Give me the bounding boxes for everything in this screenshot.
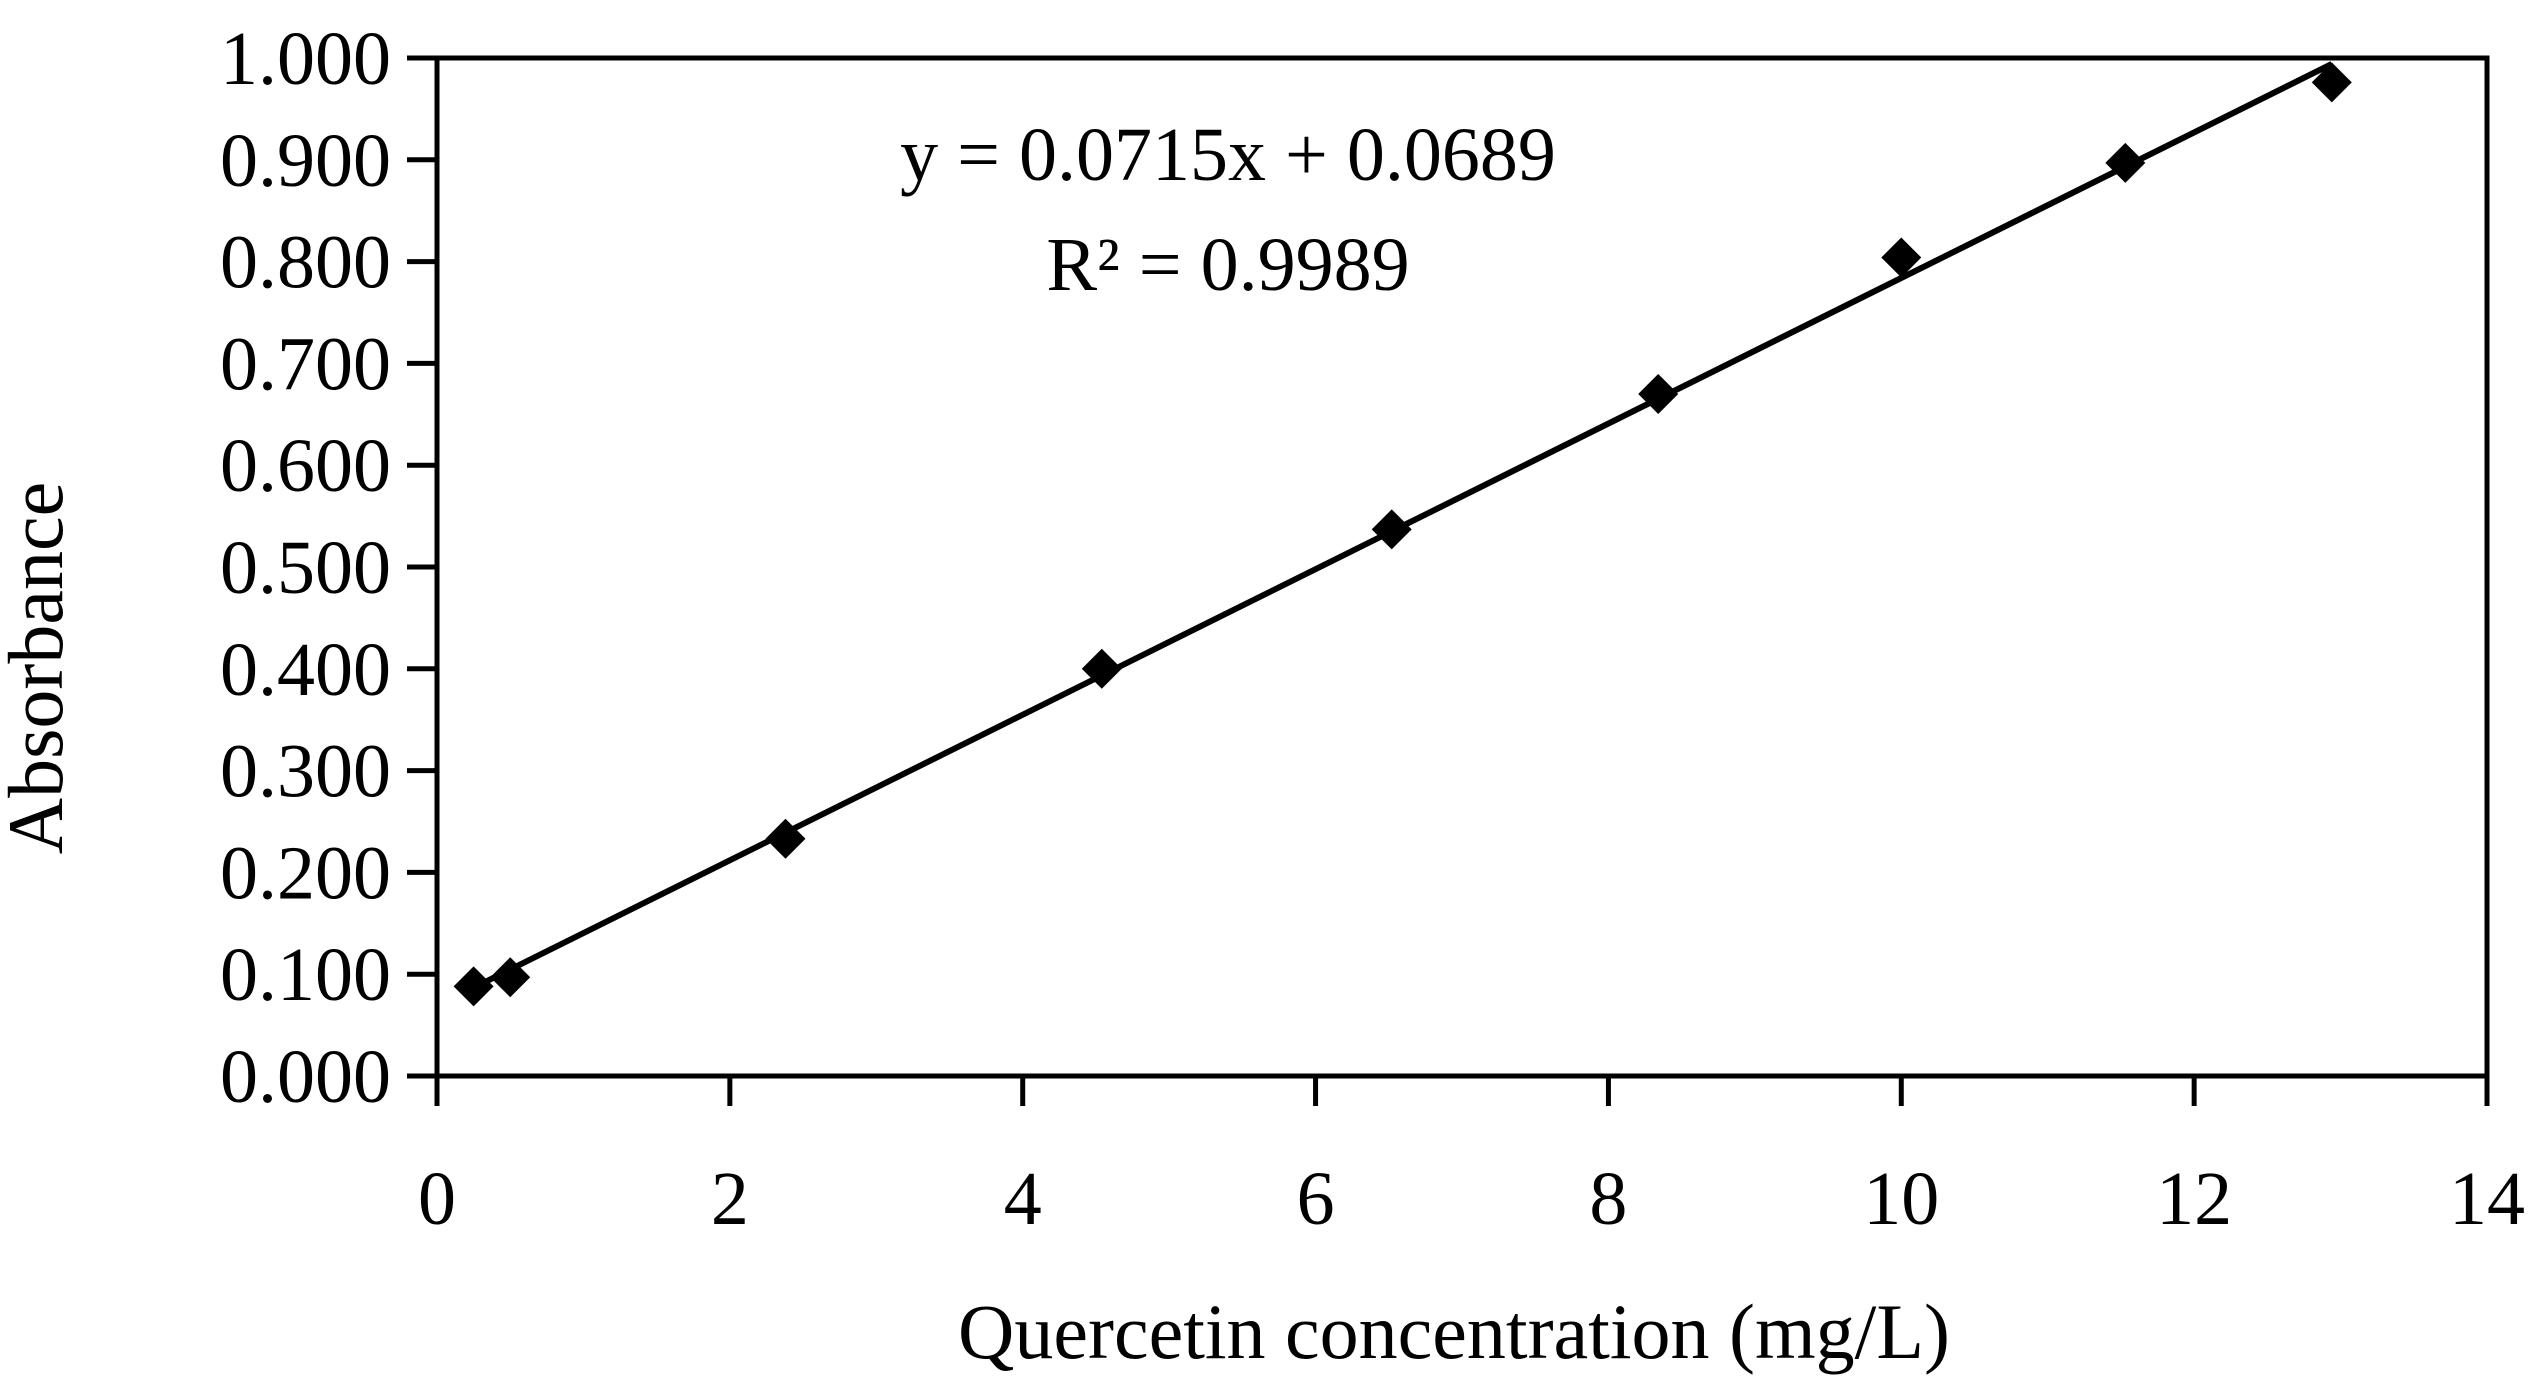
x-axis-title: Quercetin concentration (mg/L): [958, 1288, 1950, 1375]
data-point: [1081, 648, 1122, 689]
data-point: [490, 957, 531, 998]
y-tick-label: 0.500: [220, 526, 391, 610]
x-tick-label: 6: [1297, 1157, 1335, 1241]
x-tick-label: 0: [418, 1157, 456, 1241]
x-tick-label: 12: [2156, 1157, 2232, 1241]
x-tick-label: 4: [1004, 1157, 1042, 1241]
y-tick-label: 0.900: [220, 119, 391, 203]
x-tick-label: 2: [711, 1157, 749, 1241]
y-tick-label: 0.600: [220, 424, 391, 508]
x-tick-label: 10: [1863, 1157, 1939, 1241]
y-axis-title-group: Absorbance: [0, 482, 79, 855]
x-tick-label: 8: [1589, 1157, 1627, 1241]
plot-border: [434, 55, 2490, 1079]
data-point: [2105, 142, 2146, 183]
x-tick-label: 14: [2449, 1157, 2525, 1241]
y-tick-label: 0.800: [220, 221, 391, 305]
y-tick-label: 0.200: [220, 831, 391, 915]
data-point: [2311, 62, 2352, 103]
y-tick-label: 0.300: [220, 730, 391, 814]
data-point: [1638, 373, 1679, 414]
data-point: [1881, 237, 1922, 278]
r-squared-label: R² = 0.9989: [1046, 223, 1409, 307]
y-tick-label: 0.100: [220, 933, 391, 1017]
data-point: [453, 966, 494, 1007]
y-tick-label: 0.000: [220, 1035, 391, 1119]
y-tick-label: 0.400: [220, 628, 391, 712]
plot-area: 0.000 0.100 0.200 0.300 0.400 0.500 0.600 0.700…: [220, 17, 2525, 1241]
data-point: [765, 818, 806, 859]
y-tick-label: 1.000: [220, 17, 391, 101]
data-point: [1371, 509, 1412, 550]
y-tick-label: 0.700: [220, 322, 391, 406]
equation-label: y = 0.0715x + 0.0689: [900, 113, 1556, 197]
y-axis-title: Absorbance: [0, 482, 79, 855]
